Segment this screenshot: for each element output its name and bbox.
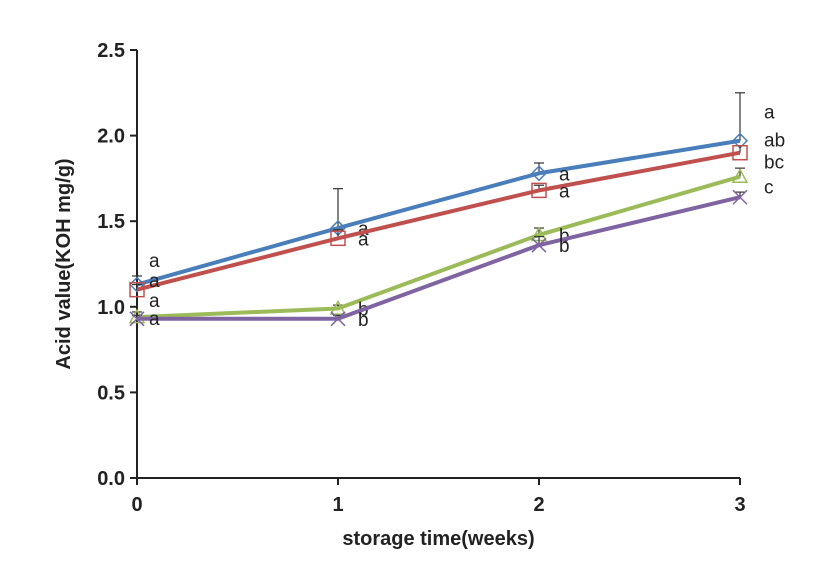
data-point-diamond	[530, 165, 548, 182]
x-tick-label: 2	[533, 494, 544, 516]
data-point-triangle	[329, 299, 347, 315]
series-line	[137, 195, 741, 321]
y-tick-label: 1.5	[97, 211, 125, 233]
y-tick-label: 2.0	[97, 126, 125, 148]
significance-label: b	[358, 310, 369, 331]
significance-label: b	[559, 226, 570, 247]
significance-label: a	[559, 181, 570, 202]
data-point-square	[330, 230, 346, 247]
series-3: a bb bc	[128, 153, 784, 324]
data-point-x	[531, 237, 547, 253]
significance-label: bc	[764, 153, 784, 174]
y-axis-title: Acid value(KOH mg/g)	[53, 158, 75, 369]
significance-label: a	[764, 103, 775, 124]
significance-label: a	[149, 291, 160, 312]
data-point-x	[129, 311, 145, 327]
data-point-square	[732, 144, 748, 161]
data-point-triangle	[731, 168, 749, 184]
data-point-square	[531, 182, 547, 199]
series-line	[136, 150, 741, 292]
significance-label: ab	[764, 131, 785, 152]
y-tick-label: 0.0	[97, 468, 125, 490]
y-tick-label: 1.0	[97, 297, 125, 319]
significance-label: a	[149, 271, 160, 292]
significance-label: a	[149, 309, 160, 330]
series-line	[136, 174, 741, 320]
series-4: a bbc	[129, 178, 774, 331]
data-point-x	[732, 189, 748, 205]
data-point-triangle	[128, 308, 146, 324]
x-tick-label: 0	[131, 494, 142, 516]
significance-label: a	[358, 219, 369, 240]
significance-label: a	[358, 229, 369, 250]
x-tick-label: 3	[734, 494, 745, 516]
significance-label: c	[764, 178, 774, 199]
y-tick-label: 2.5	[97, 40, 125, 62]
data-point-x	[330, 311, 346, 327]
chart-axes: 0.0 0.5 1.0 1.5 2.0 2.5 0 1 2 3	[97, 40, 745, 516]
significance-label: b	[559, 236, 570, 257]
x-axis-title: storage time(weeks)	[342, 528, 534, 550]
y-tick-label: 0.5	[97, 382, 125, 404]
significance-label: a	[559, 164, 570, 185]
x-tick-label: 1	[332, 494, 343, 516]
series-line	[136, 138, 741, 287]
significance-label: a	[149, 251, 160, 272]
data-point-square	[129, 281, 145, 298]
